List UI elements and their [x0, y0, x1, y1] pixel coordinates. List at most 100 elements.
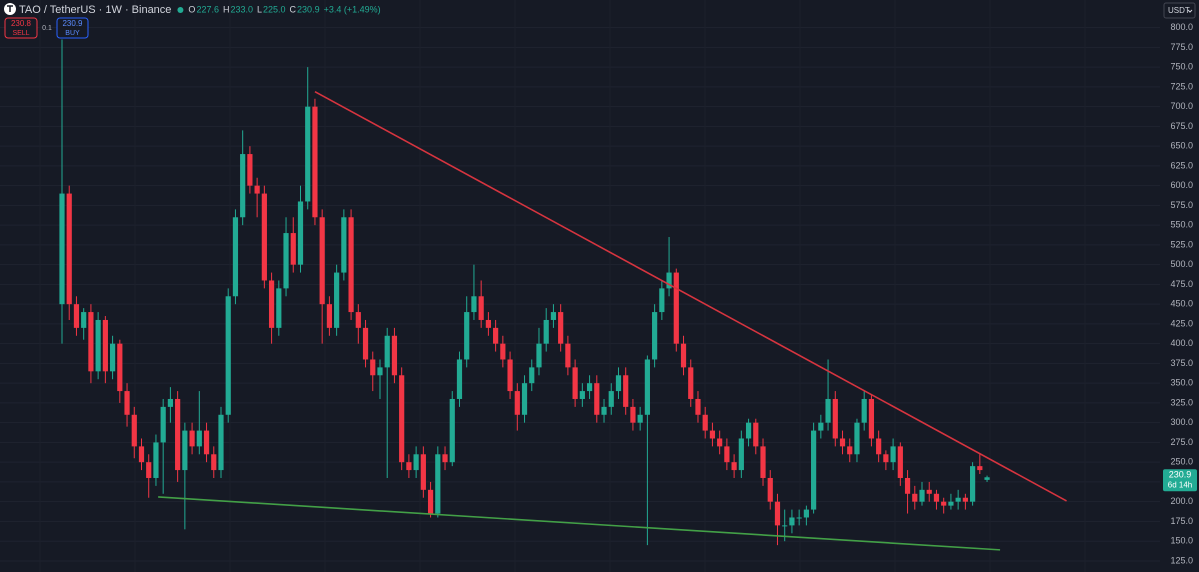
candle-body	[225, 296, 231, 415]
candle-body	[334, 272, 340, 328]
candle-body	[254, 185, 260, 194]
y-tick-label: 425.0	[1170, 318, 1193, 328]
candle-body	[102, 319, 108, 372]
price-tag	[1163, 469, 1197, 492]
candle-body	[276, 288, 282, 328]
price-tag-countdown: 6d 14h	[1168, 480, 1192, 489]
candle-body	[283, 233, 289, 289]
y-tick-label: 400.0	[1170, 338, 1193, 348]
candle-body	[377, 367, 383, 376]
candle-body	[688, 367, 694, 399]
candle-body	[413, 454, 419, 471]
candle-body	[153, 442, 159, 478]
candle-body	[95, 319, 101, 372]
candle-body	[767, 477, 773, 502]
candle-body	[117, 343, 123, 392]
y-tick-label: 650.0	[1170, 141, 1193, 151]
y-tick-label: 550.0	[1170, 220, 1193, 230]
candle-body	[312, 106, 318, 218]
symbol: TAO / TetherUS · 1W · Binance	[19, 4, 171, 16]
candle-body	[753, 422, 759, 447]
candle-body	[558, 312, 564, 344]
candle-body	[268, 280, 275, 328]
y-tick-label: 675.0	[1170, 121, 1193, 131]
status-dot	[177, 7, 184, 13]
candle-body	[536, 343, 542, 368]
candle-body	[594, 383, 600, 415]
candle-body	[427, 489, 434, 514]
candle-body	[666, 272, 672, 289]
candle-body	[818, 422, 824, 431]
buy-label[interactable]: BUY	[65, 30, 80, 37]
y-tick-label: 325.0	[1170, 397, 1193, 407]
candle-body	[355, 312, 361, 328]
candle-body	[579, 391, 585, 399]
candle-body	[890, 446, 896, 463]
currency-label[interactable]: USDT	[1168, 6, 1190, 15]
candle-body	[493, 327, 499, 344]
sell-label[interactable]: SELL	[12, 30, 29, 37]
candle-body	[912, 493, 918, 502]
candle-body	[319, 217, 325, 305]
candle-body	[247, 154, 253, 186]
candle-body	[514, 391, 520, 415]
candle-body	[782, 525, 788, 527]
candle-body	[868, 398, 875, 439]
candle-body	[449, 398, 455, 463]
candle-body	[232, 217, 239, 297]
candle-body	[391, 335, 398, 376]
candle-body	[637, 414, 643, 423]
candle-body	[608, 391, 614, 407]
candle-body	[601, 406, 607, 415]
buy-price[interactable]: 230.9	[62, 19, 83, 28]
candle-body	[630, 406, 636, 423]
candle-body	[543, 319, 549, 344]
candle-body	[471, 296, 477, 313]
candle-body	[839, 438, 846, 447]
candle-body	[659, 288, 665, 313]
candle-body	[341, 217, 347, 273]
y-tick-label: 175.0	[1170, 516, 1193, 526]
currency-button[interactable]	[1163, 2, 1196, 19]
candle-body	[182, 430, 188, 471]
candle-body	[745, 422, 752, 439]
trendline	[314, 90, 1067, 502]
candle-body	[464, 312, 470, 360]
y-tick-label: 725.0	[1170, 81, 1193, 91]
candle-body	[550, 312, 557, 320]
sell-button[interactable]	[4, 17, 38, 39]
candle-body	[348, 217, 354, 313]
candle-body	[811, 430, 817, 510]
candle-body	[88, 312, 94, 372]
candle-body	[709, 430, 716, 439]
candle-body	[861, 398, 867, 423]
change: +3.4 (+1.49%)	[324, 4, 381, 14]
y-tick-label: 750.0	[1170, 62, 1193, 72]
candle-body	[442, 454, 448, 463]
candle-body	[73, 304, 80, 328]
candle-body	[673, 272, 679, 344]
candle-body	[977, 466, 983, 471]
candle-body	[362, 327, 369, 360]
candle-body	[529, 367, 535, 384]
sell-price[interactable]: 230.8	[11, 19, 32, 28]
candle-body	[774, 501, 781, 526]
candle-body	[803, 509, 809, 518]
trendline	[158, 496, 1001, 551]
candle-body	[897, 446, 903, 478]
candle-body	[847, 446, 853, 455]
candle-body	[297, 201, 304, 265]
y-tick-label: 350.0	[1170, 378, 1193, 388]
candle-body	[652, 312, 658, 360]
buy-button[interactable]	[56, 17, 89, 39]
candle-body	[435, 454, 441, 514]
candle-body	[623, 375, 629, 407]
y-tick-label: 200.0	[1170, 496, 1193, 506]
candle-body	[738, 438, 744, 471]
currency-caret[interactable]	[1187, 9, 1193, 13]
candle-body	[420, 454, 426, 490]
y-tick-label: 525.0	[1170, 239, 1193, 249]
candle-body	[138, 446, 145, 463]
y-tick-label: 250.0	[1170, 457, 1193, 467]
